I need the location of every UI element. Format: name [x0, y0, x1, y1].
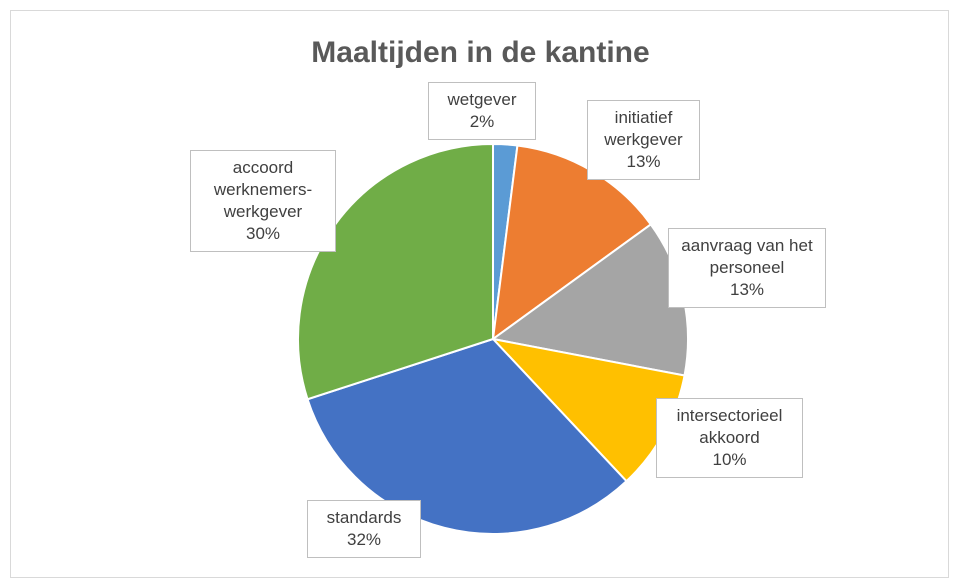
label-name: accoord werknemers-werkgever [213, 158, 313, 221]
label-value: 13% [729, 280, 765, 299]
label-value: 2% [469, 112, 495, 131]
data-label: intersectorieel akkoord 10% [656, 398, 803, 478]
chart-title: Maaltijden in de kantine [311, 36, 650, 69]
pie-slice [306, 337, 628, 535]
data-label: standards 32% [307, 500, 421, 558]
data-label: accoord werknemers-werkgever 30% [190, 150, 336, 252]
label-name: intersectorieel akkoord [676, 406, 783, 447]
chart-frame [10, 10, 949, 578]
data-label: aanvraag van het personeel 13% [668, 228, 826, 308]
label-value: 30% [245, 224, 281, 243]
data-label: initiatief werkgever 13% [587, 100, 700, 180]
label-value: 13% [626, 152, 661, 171]
label-value: 32% [346, 530, 382, 549]
label-name: standards [326, 508, 402, 527]
label-name: initiatief werkgever [604, 108, 683, 149]
label-name: wetgever [447, 90, 517, 109]
label-name: aanvraag van het personeel [681, 236, 813, 277]
data-label: wetgever 2% [428, 82, 536, 140]
label-value: 10% [712, 450, 747, 469]
